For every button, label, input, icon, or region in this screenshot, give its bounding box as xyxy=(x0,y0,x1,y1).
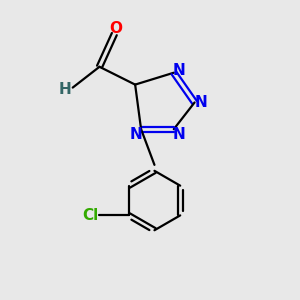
Text: N: N xyxy=(173,63,185,78)
Text: Cl: Cl xyxy=(82,208,99,223)
Text: N: N xyxy=(173,127,185,142)
Text: N: N xyxy=(195,95,208,110)
Text: O: O xyxy=(109,21,122,36)
Text: H: H xyxy=(59,82,72,97)
Text: N: N xyxy=(129,127,142,142)
